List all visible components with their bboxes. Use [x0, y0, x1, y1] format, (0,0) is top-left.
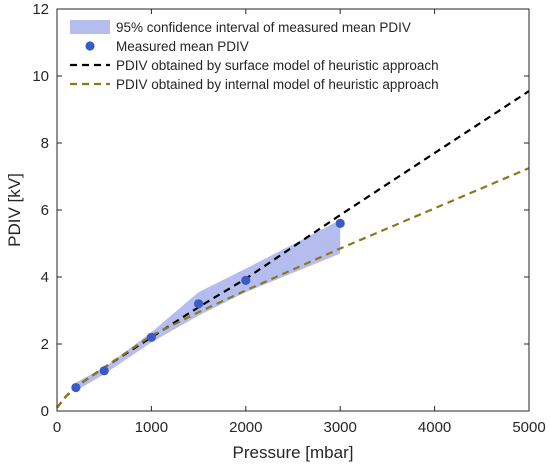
legend-box	[62, 14, 480, 98]
internal-model-line	[56, 167, 530, 409]
y-tick-label: 0	[41, 403, 49, 420]
measured-point	[99, 366, 109, 376]
confidence-band	[75, 220, 341, 391]
x-tick-label: 4000	[418, 419, 451, 436]
legend-label: PDIV obtained by surface model of heuris…	[116, 58, 439, 73]
legend: 95% confidence interval of measured mean…	[62, 14, 480, 98]
tick-layer: 0 1000 2000 3000 4000 5000 0 2 4 6 8 10 12	[32, 1, 545, 436]
measured-point	[146, 332, 156, 342]
band-layer	[75, 220, 341, 391]
x-tick-label: 5000	[512, 419, 545, 436]
x-tick-label: 3000	[324, 419, 357, 436]
legend-label: Measured mean PDIV	[116, 39, 249, 54]
line-layer	[56, 90, 530, 409]
measured-point	[194, 299, 204, 309]
surface-model-line	[56, 90, 530, 409]
measured-point	[71, 382, 81, 393]
y-tick-label: 12	[32, 1, 49, 18]
y-tick-label: 4	[41, 269, 49, 286]
x-tick-label: 0	[53, 419, 61, 436]
y-tick-label: 8	[41, 135, 49, 152]
x-axis-title: Pressure [mbar]	[233, 443, 354, 462]
legend-band-swatch	[70, 20, 110, 34]
y-tick-label: 10	[32, 68, 49, 85]
x-tick-label: 1000	[135, 419, 168, 436]
y-axis-title: PDIV [kV]	[5, 173, 24, 247]
point-layer	[71, 218, 345, 393]
y-tick-label: 6	[41, 202, 49, 219]
x-tick-label: 2000	[229, 419, 262, 436]
y-tick-label: 2	[41, 336, 49, 353]
measured-point	[335, 218, 345, 228]
legend-point-swatch	[85, 41, 95, 51]
legend-label: PDIV obtained by internal model of heuri…	[116, 77, 439, 92]
legend-label: 95% confidence interval of measured mean…	[116, 20, 411, 35]
measured-point	[241, 275, 251, 285]
